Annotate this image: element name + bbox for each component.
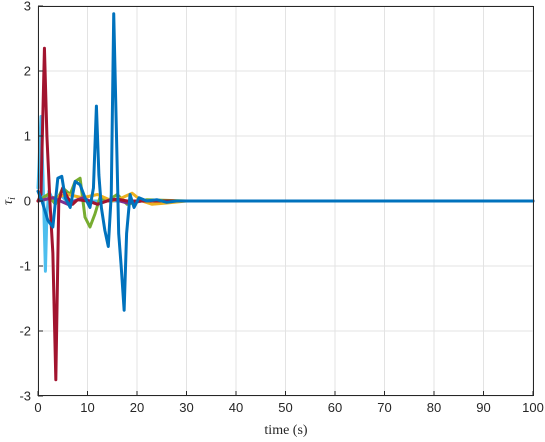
y-tick-label: -3 [19, 389, 31, 404]
x-axis-label: time (s) [264, 423, 307, 438]
x-tick-label: 20 [130, 400, 144, 415]
x-tick-label: 60 [328, 400, 342, 415]
x-tick-label: 50 [278, 400, 292, 415]
x-tick-label: 40 [229, 400, 243, 415]
x-tick-label: 30 [179, 400, 193, 415]
x-tick-label: 90 [476, 400, 490, 415]
x-tick-label: 10 [80, 400, 94, 415]
y-axis-label-subscript: i [7, 197, 18, 200]
y-axis-label-symbol: τ [1, 199, 16, 205]
y-tick-label: -2 [19, 324, 31, 339]
y-tick-label: 3 [24, 0, 31, 14]
x-tick-label: 80 [427, 400, 441, 415]
y-axis-label: τi [1, 197, 18, 205]
y-tick-label: 2 [24, 64, 31, 79]
x-tick-label: 70 [377, 400, 391, 415]
series-group [36, 12, 535, 382]
x-tick-label: 0 [34, 400, 41, 415]
series-line-6 [36, 12, 535, 312]
y-tick-label: 0 [24, 194, 31, 209]
x-tick-label: 100 [522, 400, 544, 415]
y-tick-label: -1 [19, 259, 31, 274]
y-tick-label: 1 [24, 129, 31, 144]
plot-frame [38, 6, 534, 396]
